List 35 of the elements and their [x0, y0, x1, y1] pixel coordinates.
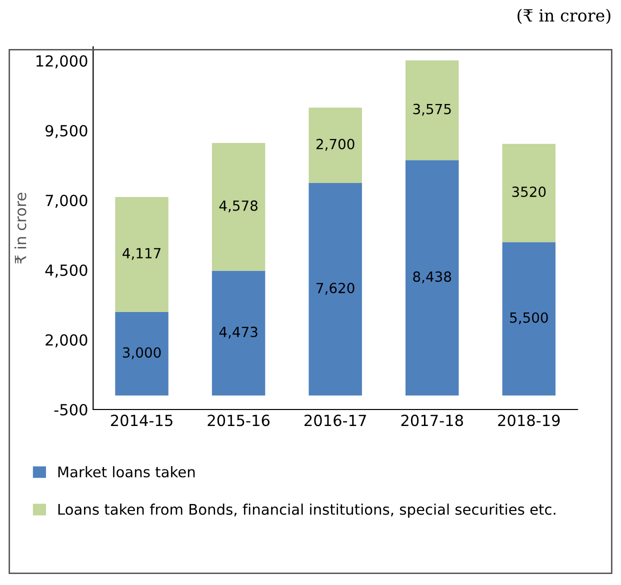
legend-label: Market loans taken — [58, 466, 195, 478]
y-axis-title: ₹ in crore — [14, 192, 26, 264]
bar — [406, 160, 459, 396]
y-tick-label: -500 — [54, 404, 88, 416]
bar — [502, 242, 556, 396]
y-tick-label: 7,000 — [46, 194, 88, 208]
data-label: 4,578 — [219, 200, 258, 212]
text: (₹ in crore) — [518, 8, 610, 24]
bar — [115, 312, 168, 396]
data-label: 7,620 — [316, 282, 354, 295]
data-label: 4,473 — [219, 326, 258, 339]
x-tick-label: 2016-17 — [304, 414, 366, 426]
bar — [308, 108, 362, 183]
data-label: 8,438 — [413, 271, 452, 284]
y-tick-label: 9,500 — [46, 124, 88, 138]
bar — [406, 60, 459, 160]
bar — [212, 143, 266, 271]
x-tick-label: 2017-18 — [401, 414, 463, 426]
x-tick-label: 2018-19 — [498, 414, 560, 426]
x-tick-label: 2015-16 — [208, 414, 270, 426]
data-label: 4,117 — [122, 248, 160, 260]
x-tick-label: 2014-15 — [110, 414, 172, 426]
data-label: 3,000 — [122, 347, 161, 360]
y-tick-label: 4,500 — [45, 264, 88, 278]
bar — [502, 144, 556, 242]
bar — [212, 270, 266, 396]
legend-label: Loans taken from Bonds, financial institutions, special securities etc. — [58, 504, 556, 518]
y-tick-label: 12,000 — [36, 55, 88, 68]
bar — [115, 196, 168, 312]
bar — [308, 182, 362, 396]
data-label: 5,500 — [510, 312, 548, 324]
data-label: 3,575 — [413, 104, 451, 116]
data-label: 3520 — [512, 186, 546, 198]
y-tick-label: 2,000 — [46, 334, 88, 348]
data-label: 2,700 — [316, 138, 354, 151]
